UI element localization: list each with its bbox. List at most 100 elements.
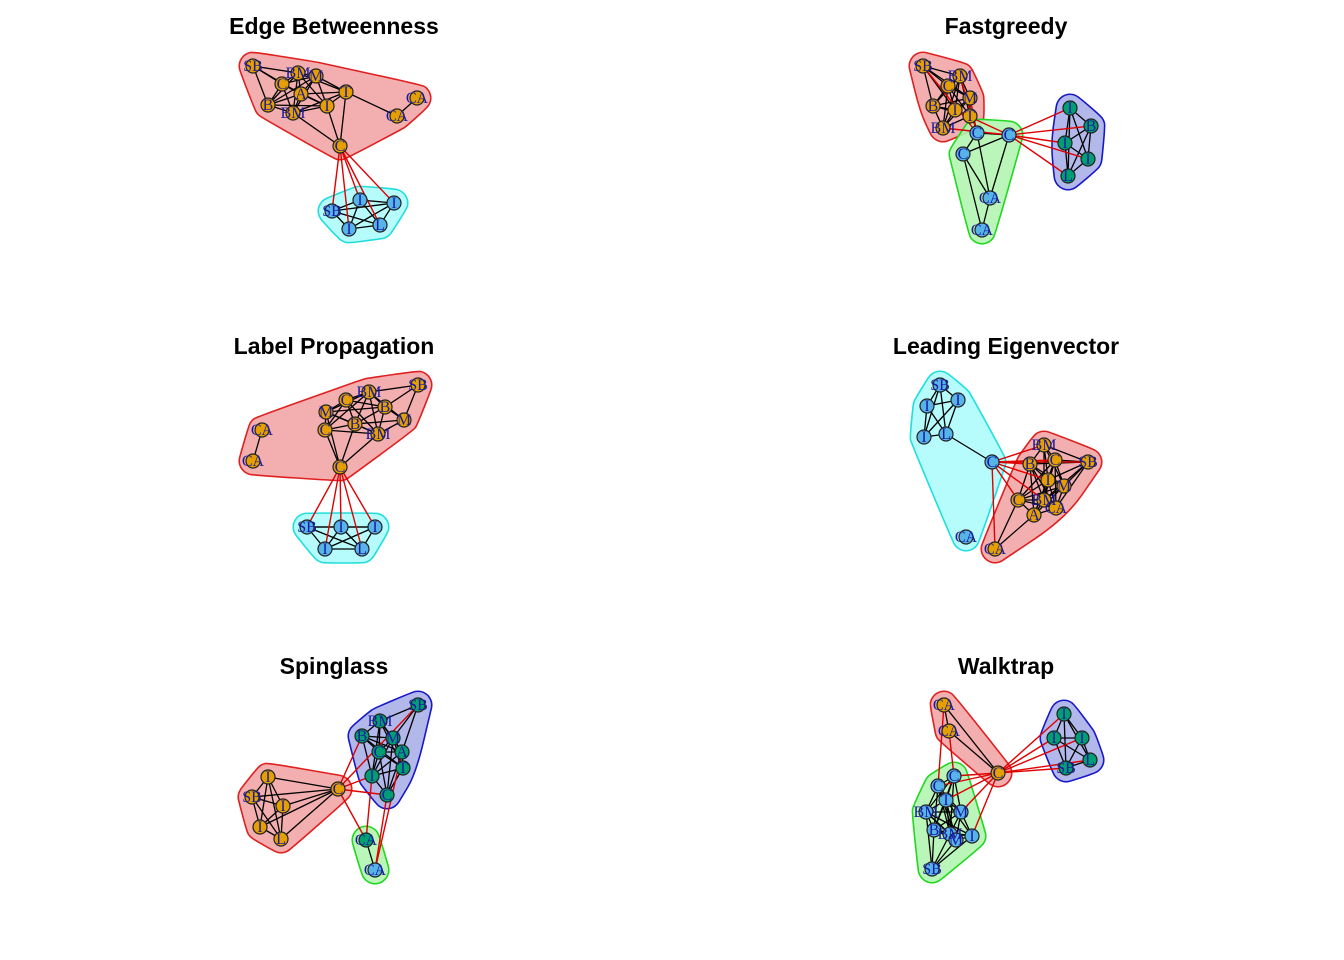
intra-community-edge — [925, 811, 933, 870]
intra-community-edge — [976, 132, 991, 199]
intra-community-edge — [306, 526, 363, 550]
node-label: T — [398, 760, 408, 777]
graph-node — [926, 822, 942, 838]
intra-community-edge — [925, 811, 973, 837]
node-label: SB — [408, 377, 428, 394]
inter-community-edge — [339, 145, 395, 204]
node-label: BM — [286, 65, 311, 82]
graph-node — [319, 98, 335, 114]
node-label: T — [965, 108, 975, 125]
node-label: CA — [971, 222, 994, 239]
graph-node — [254, 422, 270, 438]
node-label: L — [1085, 752, 1095, 769]
node-label: B — [1025, 456, 1036, 473]
inter-community-edge — [971, 772, 999, 837]
node-label: I — [969, 828, 974, 845]
graph-node — [273, 831, 289, 847]
node-label: M — [963, 90, 977, 107]
graph-node — [333, 519, 349, 535]
node-label: B — [928, 98, 939, 115]
inter-community-edge — [1008, 134, 1066, 144]
intra-community-edge — [1054, 459, 1057, 509]
inter-community-edge — [997, 737, 1055, 774]
graph-node — [964, 828, 980, 844]
node-label: L — [357, 541, 367, 558]
graph-node — [330, 781, 346, 797]
graph-node — [924, 861, 940, 877]
graph-node — [396, 412, 412, 428]
panel-title: Fastgreedy — [945, 13, 1068, 39]
node-label: I — [1062, 135, 1067, 152]
graph-node — [935, 120, 951, 136]
inter-community-edge — [960, 772, 999, 813]
intra-community-edge — [251, 788, 339, 798]
inter-community-edge — [339, 466, 363, 550]
graph-node — [938, 792, 954, 808]
node-label: T — [941, 792, 951, 809]
inter-community-edge — [339, 145, 361, 201]
node-label: SB — [913, 58, 933, 75]
intra-community-edge — [251, 796, 282, 840]
intra-community-edge — [282, 788, 339, 807]
inter-community-edge — [997, 767, 1067, 774]
node-label: B — [929, 822, 940, 839]
inter-community-edge — [339, 466, 376, 528]
node-label: C — [1013, 492, 1024, 509]
graph-node — [332, 459, 348, 475]
graph-node — [955, 146, 971, 162]
node-label: I — [257, 819, 262, 836]
inter-community-edge — [1008, 134, 1089, 160]
intra-community-edge — [324, 526, 376, 550]
graph-node — [394, 744, 410, 760]
node-label: BM — [931, 120, 956, 137]
graph-node — [372, 713, 388, 729]
intra-community-edge — [259, 788, 339, 828]
intra-community-edge — [292, 112, 341, 147]
graph-node — [1074, 730, 1090, 746]
graph-node — [1046, 730, 1062, 746]
graph-node — [410, 697, 426, 713]
graph-node — [930, 778, 946, 794]
node-label: C — [320, 422, 331, 439]
node-label: CA — [242, 453, 265, 470]
intra-community-edge — [345, 91, 398, 117]
node-label: B — [263, 97, 274, 114]
node-label: SB — [1056, 760, 1076, 777]
intra-community-edge — [354, 419, 405, 425]
intra-community-edge — [943, 704, 999, 774]
node-label: CA — [979, 190, 1002, 207]
node-label: C — [933, 778, 944, 795]
node-label: BM — [281, 105, 306, 122]
graph-node — [367, 862, 383, 878]
node-label: C — [374, 744, 385, 761]
node-label: A — [396, 744, 408, 761]
graph-node — [932, 377, 948, 393]
node-label: I — [952, 102, 957, 119]
node-label: I — [1067, 100, 1072, 117]
graph-node — [370, 426, 386, 442]
intra-community-edge — [1067, 125, 1092, 177]
graph-node — [308, 68, 324, 84]
node-label: C — [943, 78, 954, 95]
node-label: SB — [1078, 454, 1098, 471]
graph-node — [1058, 760, 1074, 776]
panel-title: Label Propagation — [234, 333, 435, 359]
intra-community-edge — [1017, 459, 1056, 501]
inter-community-edge — [374, 794, 388, 871]
intra-community-edge — [297, 72, 347, 93]
intra-community-edge — [331, 210, 381, 226]
node-label: SB — [242, 789, 262, 806]
graph-node — [1056, 478, 1072, 494]
graph-node — [285, 105, 301, 121]
node-label: I — [1045, 472, 1050, 489]
inter-community-edge — [991, 461, 1049, 481]
node-label: BM — [914, 804, 939, 821]
intra-community-edge — [989, 134, 1010, 199]
node-label: C — [987, 454, 998, 471]
intra-community-edge — [1063, 713, 1067, 769]
graph-node — [936, 697, 952, 713]
graph-node — [386, 195, 402, 211]
